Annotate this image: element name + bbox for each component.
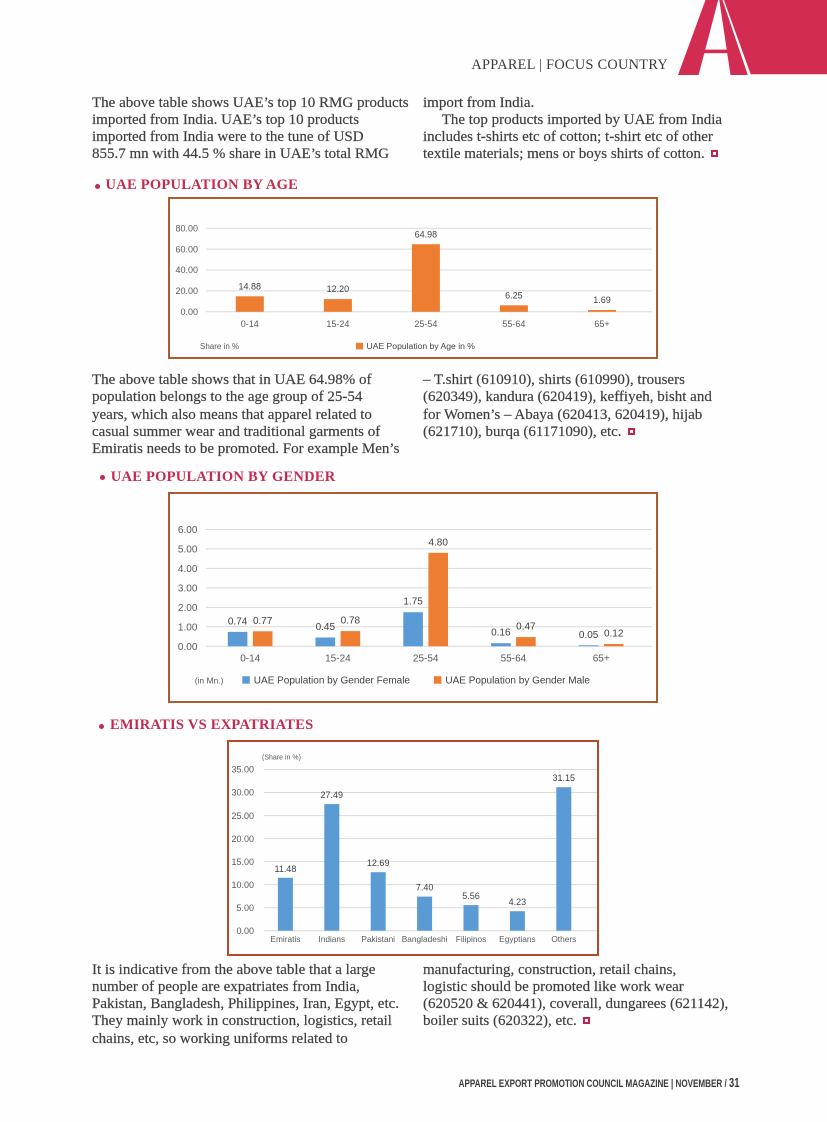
svg-text:65+: 65+	[594, 319, 609, 329]
svg-text:60.00: 60.00	[175, 244, 198, 254]
svg-text:0-14: 0-14	[240, 654, 260, 665]
svg-text:7.40: 7.40	[416, 883, 434, 893]
svg-text:12.20: 12.20	[327, 284, 350, 294]
svg-text:0.77: 0.77	[253, 616, 273, 627]
svg-text:11.48: 11.48	[274, 864, 296, 874]
svg-text:20.00: 20.00	[175, 286, 198, 296]
svg-text:15-24: 15-24	[325, 654, 351, 665]
svg-text:15.00: 15.00	[231, 857, 254, 867]
svg-text:UAE Population by Age in %: UAE Population by Age in %	[367, 341, 476, 351]
svg-text:1.69: 1.69	[593, 295, 611, 305]
svg-text:5.56: 5.56	[462, 891, 480, 901]
svg-text:1.75: 1.75	[403, 597, 423, 608]
svg-text:3.00: 3.00	[178, 583, 198, 594]
svg-text:0.00: 0.00	[178, 642, 198, 653]
svg-text:4.80: 4.80	[428, 537, 448, 548]
svg-text:0.05: 0.05	[579, 630, 599, 641]
svg-text:65+: 65+	[593, 654, 610, 665]
svg-text:0.16: 0.16	[491, 628, 511, 639]
svg-text:Emiratis: Emiratis	[270, 934, 300, 944]
svg-text:40.00: 40.00	[175, 265, 198, 275]
svg-text:0.45: 0.45	[316, 622, 336, 633]
svg-text:5.00: 5.00	[178, 544, 198, 555]
svg-text:Indians: Indians	[318, 934, 345, 944]
svg-text:Pakistani: Pakistani	[361, 934, 395, 944]
svg-text:0.78: 0.78	[341, 616, 361, 627]
svg-text:25-54: 25-54	[413, 654, 439, 665]
svg-text:15-24: 15-24	[326, 319, 349, 329]
svg-text:0.47: 0.47	[516, 622, 536, 633]
svg-text:25-54: 25-54	[414, 319, 437, 329]
svg-text:Filipinos: Filipinos	[456, 934, 486, 944]
svg-text:0.12: 0.12	[604, 629, 624, 640]
svg-text:30.00: 30.00	[231, 788, 254, 798]
svg-text:UAE Population by Gender Femal: UAE Population by Gender Female	[254, 676, 411, 687]
svg-text:20.00: 20.00	[231, 834, 254, 844]
svg-text:Share in %: Share in %	[200, 342, 239, 351]
svg-text:27.49: 27.49	[321, 790, 344, 800]
svg-text:35.00: 35.00	[231, 765, 254, 775]
svg-text:80.00: 80.00	[175, 223, 198, 233]
svg-text:(Share in %): (Share in %)	[262, 755, 301, 762]
svg-text:64.98: 64.98	[415, 229, 438, 239]
svg-text:6.00: 6.00	[178, 525, 198, 536]
svg-text:55-64: 55-64	[502, 319, 525, 329]
svg-text:UAE Population by Gender Male: UAE Population by Gender Male	[445, 676, 590, 687]
svg-text:25.00: 25.00	[231, 811, 254, 821]
svg-text:Egyptians: Egyptians	[499, 934, 535, 944]
svg-text:6.25: 6.25	[505, 290, 523, 300]
svg-text:31.15: 31.15	[553, 773, 576, 783]
svg-text:Others: Others	[551, 934, 576, 944]
svg-text:0.00: 0.00	[236, 926, 254, 936]
svg-text:5.00: 5.00	[236, 903, 254, 913]
svg-text:Bangladeshi: Bangladeshi	[402, 934, 448, 944]
svg-text:55-64: 55-64	[501, 654, 527, 665]
svg-text:0.00: 0.00	[180, 307, 198, 317]
svg-text:0-14: 0-14	[241, 319, 259, 329]
svg-text:4.23: 4.23	[509, 897, 527, 907]
svg-text:14.88: 14.88	[239, 281, 262, 291]
svg-text:1.00: 1.00	[178, 622, 198, 633]
svg-text:12.69: 12.69	[367, 858, 390, 868]
svg-text:2.00: 2.00	[178, 603, 198, 614]
svg-text:4.00: 4.00	[178, 564, 198, 575]
svg-text:10.00: 10.00	[231, 880, 254, 890]
svg-text:0.74: 0.74	[228, 616, 248, 627]
svg-text:(in Mn.): (in Mn.)	[195, 676, 224, 686]
